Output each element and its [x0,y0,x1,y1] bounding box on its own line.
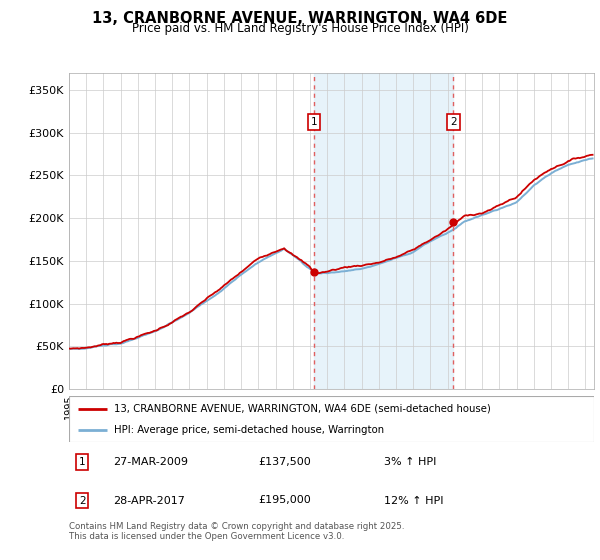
Text: 13, CRANBORNE AVENUE, WARRINGTON, WA4 6DE (semi-detached house): 13, CRANBORNE AVENUE, WARRINGTON, WA4 6D… [113,404,491,414]
Text: £195,000: £195,000 [258,496,311,506]
Text: 3% ↑ HPI: 3% ↑ HPI [384,457,436,467]
Text: £137,500: £137,500 [258,457,311,467]
Text: 27-MAR-2009: 27-MAR-2009 [113,457,188,467]
Text: 13, CRANBORNE AVENUE, WARRINGTON, WA4 6DE: 13, CRANBORNE AVENUE, WARRINGTON, WA4 6D… [92,11,508,26]
Text: 1: 1 [79,457,85,467]
Text: HPI: Average price, semi-detached house, Warrington: HPI: Average price, semi-detached house,… [113,425,384,435]
Text: 28-APR-2017: 28-APR-2017 [113,496,185,506]
Text: 1: 1 [311,117,317,127]
Text: Contains HM Land Registry data © Crown copyright and database right 2025.
This d: Contains HM Land Registry data © Crown c… [69,522,404,542]
Text: Price paid vs. HM Land Registry's House Price Index (HPI): Price paid vs. HM Land Registry's House … [131,22,469,35]
Text: 2: 2 [79,496,85,506]
Bar [314,73,454,389]
Text: 2: 2 [450,117,457,127]
Text: 12% ↑ HPI: 12% ↑ HPI [384,496,443,506]
